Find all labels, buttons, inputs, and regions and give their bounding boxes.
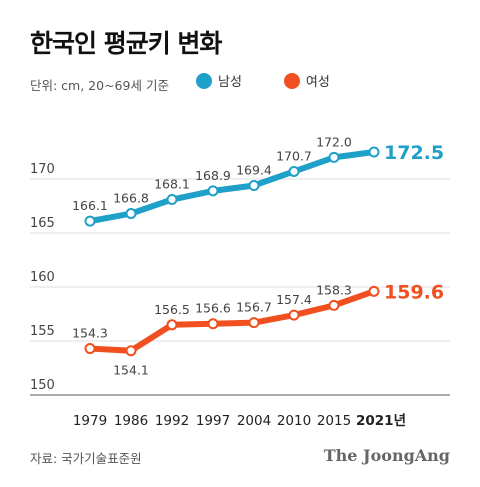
y-tick-155: 155 — [30, 324, 55, 339]
male-point-0 — [84, 215, 96, 227]
y-tick-165: 165 — [30, 216, 55, 231]
unit-note: 단위: cm, 20~69세 기준 — [30, 78, 169, 93]
male-label-4: 169.4 — [236, 162, 272, 177]
chart-title: 한국인 평균키 변화 — [30, 29, 222, 58]
male-label-2: 168.1 — [154, 177, 190, 192]
male-label-3: 168.9 — [195, 168, 231, 183]
female-point-2 — [166, 319, 178, 331]
female-label-3: 156.6 — [195, 301, 231, 316]
female-point-3 — [207, 318, 219, 330]
female-point-6 — [328, 299, 340, 311]
legend-male-swatch — [196, 72, 212, 89]
female-label-5: 157.4 — [276, 292, 312, 307]
female-point-1 — [125, 345, 137, 357]
x-tick-1986: 1986 — [114, 413, 148, 429]
female-label-1: 154.1 — [113, 363, 149, 378]
female-label-7: 159.6 — [384, 281, 444, 303]
source-note: 자료: 국가기술표준원 — [30, 451, 142, 466]
male-point-3 — [207, 185, 219, 197]
male-label-5: 170.7 — [276, 148, 312, 163]
y-tick-150: 150 — [30, 378, 55, 393]
x-tick-2021년: 2021년 — [356, 413, 406, 429]
male-label-1: 166.8 — [113, 191, 149, 206]
female-label-4: 156.7 — [236, 300, 272, 315]
x-tick-1997: 1997 — [196, 413, 230, 429]
male-point-6 — [328, 151, 340, 163]
male-point-1 — [125, 208, 137, 220]
male-label-6: 172.0 — [316, 134, 352, 149]
legend-male-label: 남성 — [218, 75, 242, 90]
male-point-4 — [248, 179, 260, 191]
x-tick-2010: 2010 — [277, 413, 311, 429]
female-label-6: 158.3 — [316, 282, 352, 297]
legend-female-swatch — [283, 72, 300, 89]
female-point-4 — [248, 317, 260, 329]
female-label-2: 156.5 — [154, 302, 190, 317]
legend: 남성 여성 — [196, 71, 330, 90]
x-tick-1992: 1992 — [155, 413, 189, 429]
y-tick-160: 160 — [30, 270, 55, 285]
male-label-0: 166.1 — [72, 198, 108, 213]
female-point-0 — [84, 343, 96, 355]
male-line — [87, 149, 377, 225]
female-point-7 — [368, 285, 380, 297]
legend-female-label: 여성 — [305, 75, 330, 90]
x-tick-1979: 1979 — [73, 413, 107, 429]
male-point-5 — [288, 165, 300, 177]
y-tick-170: 170 — [30, 162, 55, 177]
x-tick-2004: 2004 — [237, 413, 271, 429]
female-label-0: 154.3 — [72, 326, 108, 341]
brand-logo: The JoongAng — [323, 446, 450, 465]
male-label-7: 172.5 — [384, 142, 444, 164]
male-point-2 — [166, 194, 178, 206]
female-point-5 — [288, 309, 300, 321]
male-point-7 — [368, 146, 380, 158]
x-tick-2015: 2015 — [317, 413, 351, 429]
female-line — [87, 288, 377, 354]
